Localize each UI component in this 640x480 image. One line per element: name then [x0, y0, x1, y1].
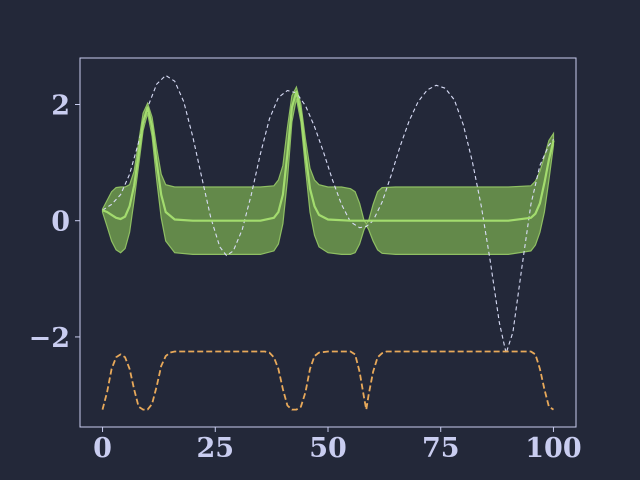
y-tick-label: 2 [51, 90, 70, 121]
x-tick-label: 0 [93, 433, 112, 464]
y-tick-label: 0 [51, 207, 70, 238]
x-tick-label: 75 [422, 433, 460, 464]
x-axis: 0 25 50 75 100 [93, 427, 582, 464]
series-dashed-bottom [101, 350, 554, 411]
x-tick-label: 50 [309, 433, 347, 464]
y-tick-label: −2 [29, 323, 70, 354]
series-dashed-wave [102, 74, 554, 354]
x-tick-label: 25 [196, 433, 234, 464]
x-tick-label: 100 [525, 433, 581, 464]
plot-area [101, 74, 555, 411]
y-axis: −2 0 2 [29, 90, 80, 354]
series-solid-mean [102, 90, 555, 222]
